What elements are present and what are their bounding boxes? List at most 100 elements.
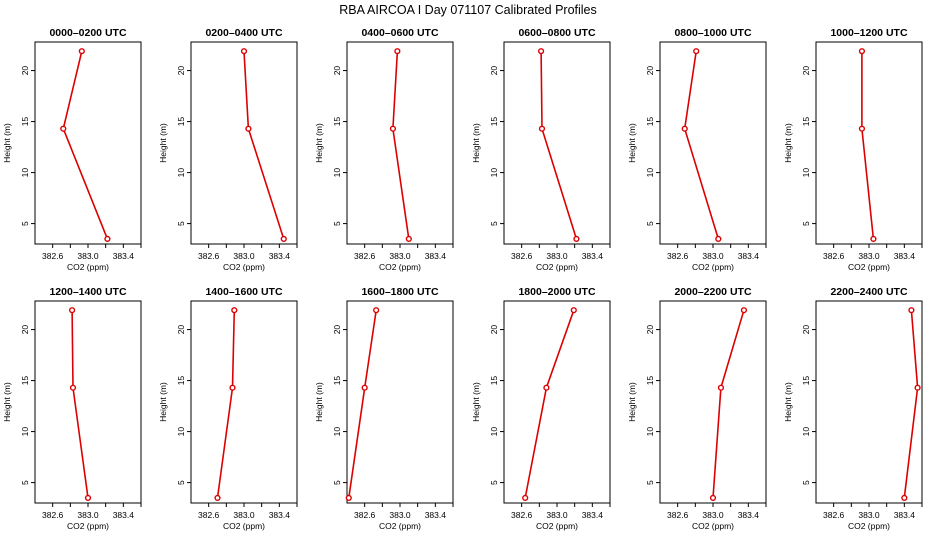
panel-title: 2200–2400 UTC (830, 286, 907, 298)
profile-line (861, 51, 875, 239)
data-point (240, 48, 248, 55)
y-axis-label: Height (m) (627, 123, 637, 163)
y-axis-label: Height (m) (158, 123, 168, 163)
y-tick-label: 20 (332, 66, 342, 76)
data-point (901, 494, 908, 501)
x-tick-label: 383.4 (425, 251, 447, 261)
panel-title: 1400–1600 UTC (205, 286, 282, 298)
x-tick-label: 383.4 (269, 251, 291, 261)
y-tick-label: 5 (332, 480, 342, 485)
data-point (78, 48, 85, 55)
panel-title: 0800–1000 UTC (674, 27, 751, 39)
data-point (394, 48, 401, 55)
panel-title: 0200–0400 UTC (205, 27, 282, 39)
x-tick-label: 383.0 (546, 251, 568, 261)
data-point (709, 494, 717, 501)
y-tick-label: 20 (332, 325, 342, 335)
y-tick-label: 20 (20, 325, 30, 335)
x-tick-label: 383.4 (113, 510, 135, 520)
plot-frame (34, 300, 142, 504)
data-point (280, 235, 287, 242)
x-tick-label: 383.4 (738, 510, 760, 520)
y-tick-label: 20 (801, 325, 811, 335)
panel-1: 0000–0200 UTC 382.6 383.0 383.4 5 10 15 20 CO2 (… (2, 27, 142, 272)
x-axis-label: CO2 (ppm) (848, 521, 890, 531)
plot-frame (34, 41, 142, 245)
data-point (681, 125, 688, 132)
y-tick-label: 15 (489, 117, 499, 127)
y-axis-label: Height (m) (158, 382, 168, 422)
panel-2: 0200–0400 UTC 382.6 383.0 383.4 5 10 15 20 CO2 (… (158, 27, 298, 272)
y-tick-label: 15 (645, 117, 655, 127)
data-point (858, 48, 866, 55)
data-point (858, 125, 866, 132)
y-axis-label: Height (m) (314, 382, 324, 422)
x-tick-label: 382.6 (823, 510, 845, 520)
y-tick-label: 20 (489, 325, 499, 335)
x-tick-label: 383.0 (233, 510, 255, 520)
y-tick-label: 20 (176, 66, 186, 76)
y-tick-label: 10 (801, 168, 811, 178)
x-tick-label: 383.0 (858, 251, 880, 261)
y-axis-label: Height (m) (471, 382, 481, 422)
x-tick-label: 383.0 (546, 510, 568, 520)
profile-line (712, 309, 745, 498)
data-point (389, 125, 397, 132)
x-tick-label: 382.6 (667, 251, 689, 261)
y-tick-label: 10 (20, 427, 30, 437)
y-tick-label: 5 (20, 221, 30, 226)
y-tick-label: 15 (332, 376, 342, 386)
data-point (570, 307, 577, 314)
y-tick-label: 15 (20, 117, 30, 127)
profile-line (524, 309, 575, 499)
y-axis-label: Height (m) (471, 123, 481, 163)
y-tick-label: 10 (645, 427, 655, 437)
data-point (538, 125, 546, 132)
y-axis-label: Height (m) (2, 382, 12, 422)
panel-title: 0400–0600 UTC (361, 27, 438, 39)
x-axis-label: CO2 (ppm) (536, 521, 578, 531)
data-point (870, 235, 877, 242)
y-tick-label: 5 (489, 221, 499, 226)
y-tick-label: 5 (176, 221, 186, 226)
x-tick-label: 382.6 (511, 251, 533, 261)
y-tick-label: 10 (332, 168, 342, 178)
y-tick-label: 15 (801, 376, 811, 386)
x-tick-label: 383.4 (269, 510, 291, 520)
x-tick-label: 382.6 (354, 510, 376, 520)
y-tick-label: 10 (332, 427, 342, 437)
y-tick-label: 15 (801, 117, 811, 127)
profile-line (62, 51, 109, 240)
y-tick-label: 20 (801, 66, 811, 76)
y-axis-label: Height (m) (2, 123, 12, 163)
y-tick-label: 15 (645, 376, 655, 386)
y-tick-label: 15 (176, 117, 186, 127)
y-tick-label: 15 (332, 117, 342, 127)
data-point (231, 307, 238, 314)
panel-title: 1800–2000 UTC (518, 286, 595, 298)
panel-title: 2000–2200 UTC (674, 286, 751, 298)
plot-frame (659, 41, 767, 245)
data-point (345, 494, 352, 501)
y-tick-label: 15 (176, 376, 186, 386)
data-point (69, 384, 77, 391)
x-axis-label: CO2 (ppm) (223, 521, 265, 531)
x-tick-label: 382.6 (42, 510, 64, 520)
y-axis-label: Height (m) (783, 123, 793, 163)
x-axis-label: CO2 (ppm) (848, 262, 890, 272)
profile-line (540, 51, 578, 240)
panel-7: 1200–1400 UTC 382.6 383.0 383.4 5 10 15 20 CO2 (… (2, 286, 142, 531)
data-point (361, 384, 368, 391)
x-axis-label: CO2 (ppm) (67, 262, 109, 272)
data-point (914, 384, 921, 391)
figure-title: RBA AIRCOA I Day 071107 Calibrated Profi… (339, 3, 597, 17)
x-tick-label: 383.4 (425, 510, 447, 520)
y-tick-label: 5 (332, 221, 342, 226)
x-axis-label: CO2 (ppm) (692, 262, 734, 272)
panel-title: 1600–1800 UTC (361, 286, 438, 298)
data-point (740, 307, 748, 314)
profile-line (243, 51, 285, 240)
y-tick-label: 20 (645, 66, 655, 76)
profile-line (216, 310, 236, 499)
panel-title: 1200–1400 UTC (49, 286, 126, 298)
